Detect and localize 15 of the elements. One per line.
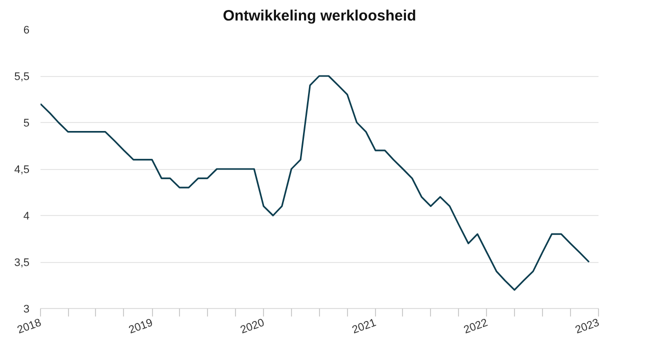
- x-tick-label: 2022: [462, 316, 490, 336]
- y-tick-label: 3: [23, 304, 30, 316]
- line-series: [40, 75, 590, 291]
- x-tick-label: 2018: [16, 316, 43, 336]
- x-tick-label: 2019: [127, 316, 154, 336]
- y-tick-label: 4: [23, 210, 30, 222]
- x-tick-label: 2020: [238, 316, 266, 336]
- x-tick-label: 2021: [350, 316, 378, 336]
- y-tick-label: 5: [23, 118, 30, 130]
- y-tick-label: 6: [23, 24, 30, 36]
- y-tick-label: 3,5: [14, 257, 30, 269]
- chart-title: Ontwikkeling werkloosheid: [222, 8, 416, 24]
- y-tick-label: 4,5: [14, 164, 30, 176]
- y-tick-label: 5,5: [14, 71, 30, 83]
- x-tick-label: 2023: [574, 316, 601, 336]
